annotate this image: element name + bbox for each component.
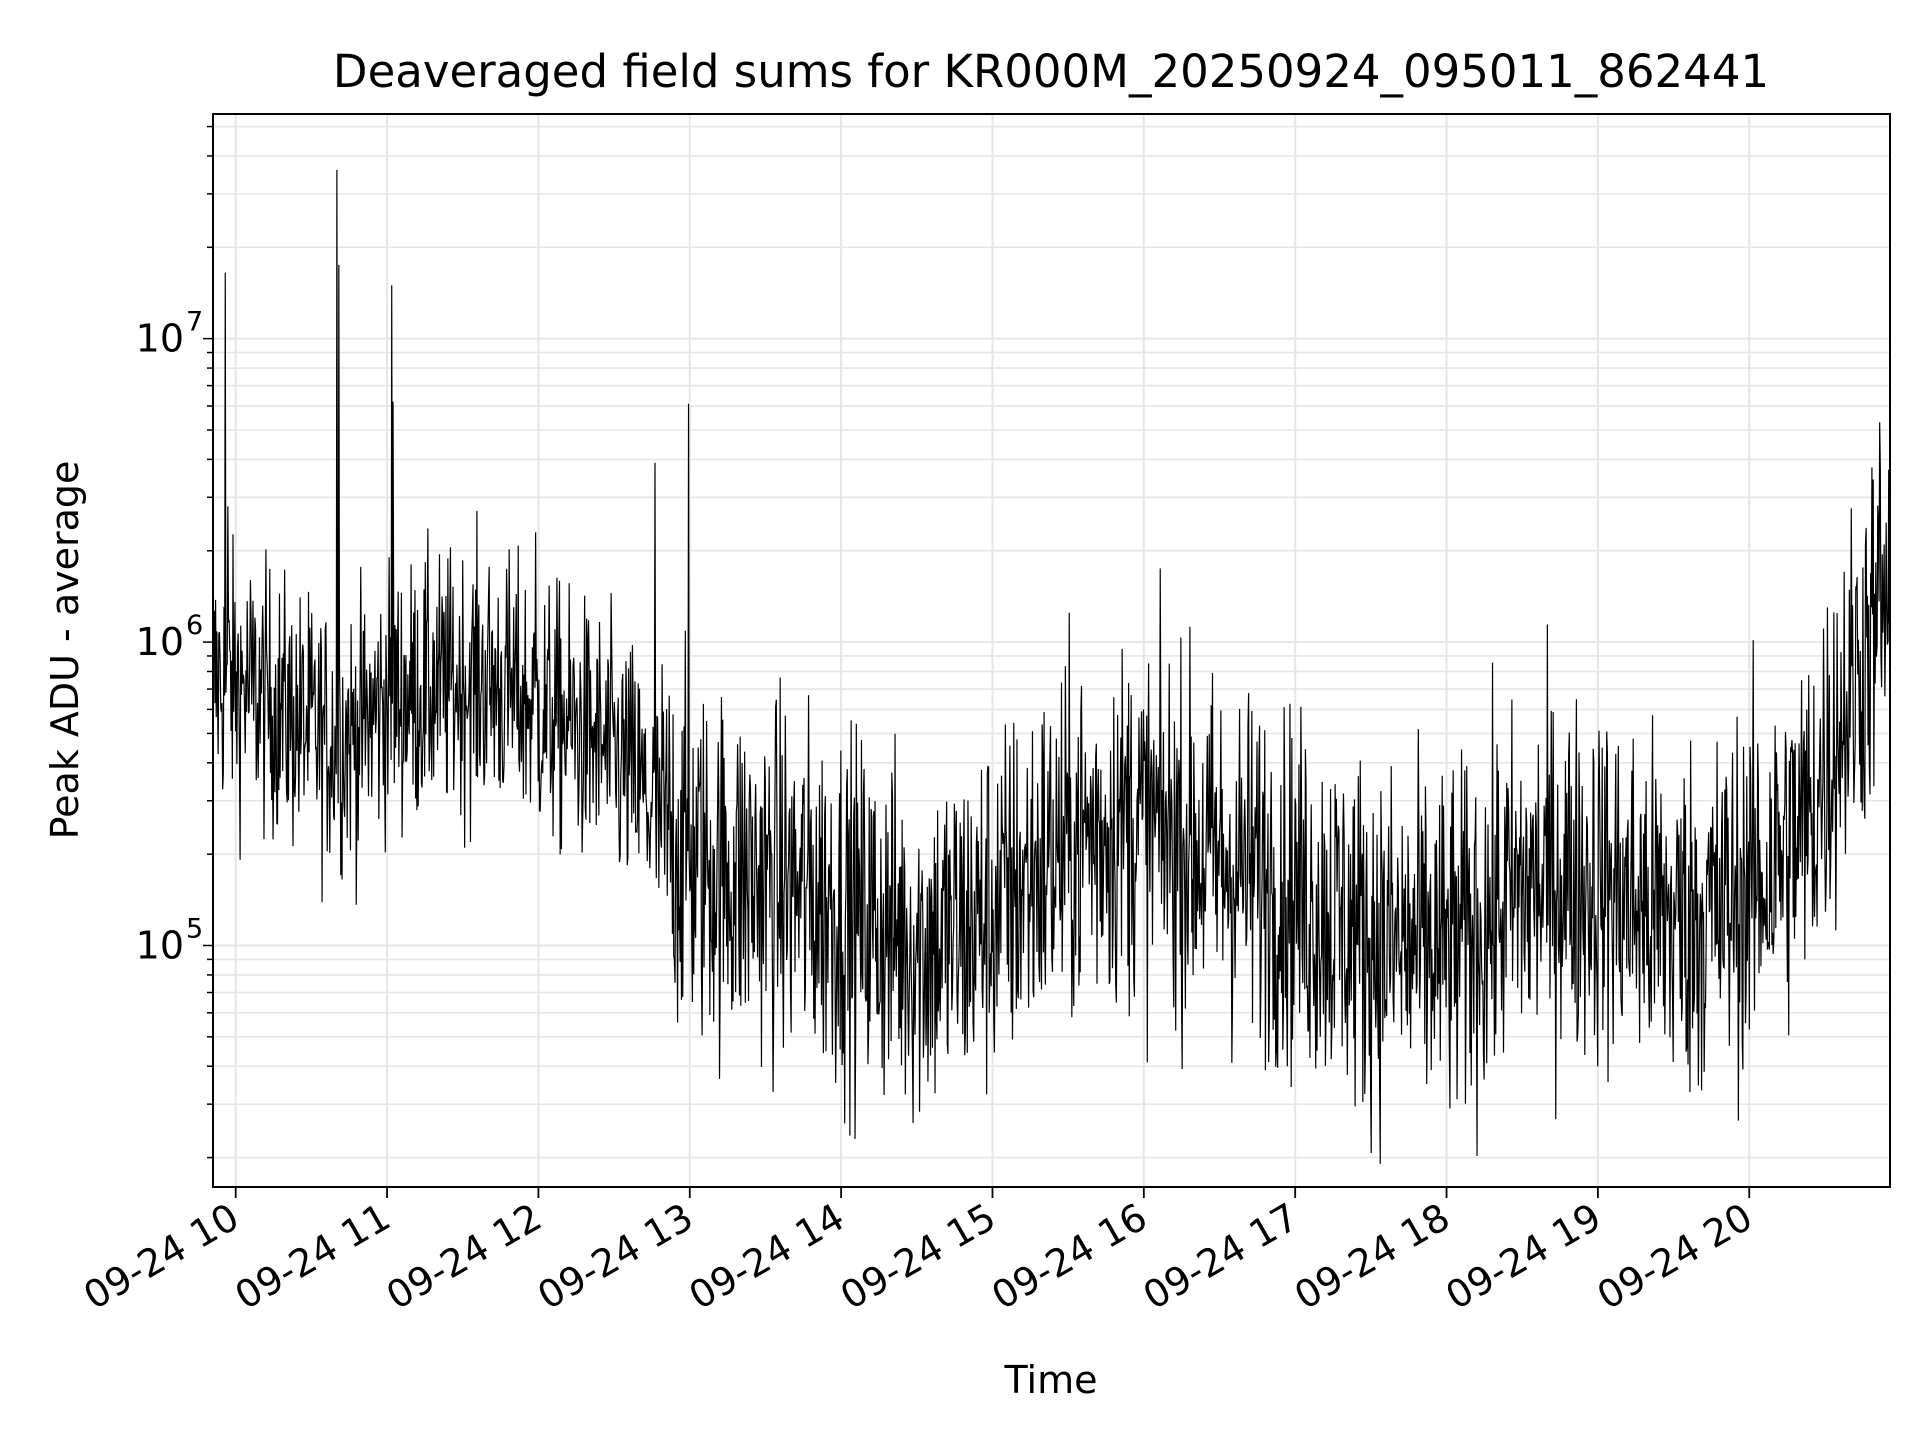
x-axis-label: Time [1004,1358,1098,1402]
y-tick-exponent: 5 [186,914,203,945]
y-tick-exponent: 6 [186,610,203,641]
series-line [212,169,1891,1164]
y-tick-label: 10 [136,620,184,664]
plot-frame [212,113,1891,1188]
data-series-group [212,169,1891,1164]
y-axis-label: Peak ADU - average [43,461,87,840]
y-tick-label: 10 [136,924,184,968]
y-tick-label: 10 [136,317,184,361]
y-tick-exponent: 7 [186,307,203,338]
chart-title: Deaveraged field sums for KR000M_2025092… [333,45,1769,98]
